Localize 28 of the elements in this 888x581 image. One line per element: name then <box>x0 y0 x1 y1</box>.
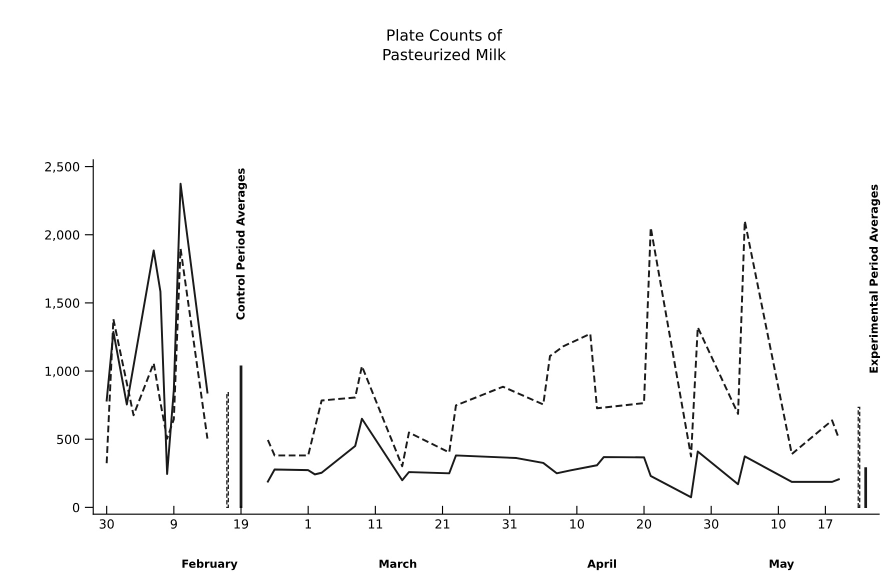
y-tick-label: 2,500 <box>45 162 80 173</box>
y-tick-label: 500 <box>57 434 80 444</box>
x-tick-label: 20 <box>636 519 652 529</box>
annotation: Experimental Period Averages <box>869 184 880 373</box>
y-tick-label: 1,500 <box>46 298 80 310</box>
x-tick-label: 10 <box>772 519 786 529</box>
chart-title: Plate Counts of Pasteurized Milk <box>384 29 506 60</box>
x-tick-label: 11 <box>368 519 382 529</box>
text: February <box>182 559 238 570</box>
y-tick-label: 2,000 <box>45 230 80 241</box>
x-tick-label: 30 <box>100 519 114 529</box>
text: March <box>380 559 416 568</box>
bar <box>226 392 229 508</box>
x-tick-label: 10 <box>570 519 584 529</box>
text: April <box>587 559 616 570</box>
y-tick-label: 1,000 <box>46 366 80 378</box>
x-tick-label: 9 <box>170 519 177 529</box>
x-tick-label: 1 <box>306 519 312 529</box>
text: May <box>770 560 794 570</box>
bar <box>858 406 860 508</box>
y-tick-label: 0 <box>72 502 80 512</box>
x-tick-label: 31 <box>502 519 516 529</box>
x-tick-label: 19 <box>234 519 248 529</box>
annotation: Control Period Averages <box>236 168 247 320</box>
x-tick-label: 30 <box>704 519 718 529</box>
x-tick-label: 21 <box>435 519 450 529</box>
line-series <box>106 182 208 475</box>
x-tick-label: 17 <box>818 519 832 529</box>
